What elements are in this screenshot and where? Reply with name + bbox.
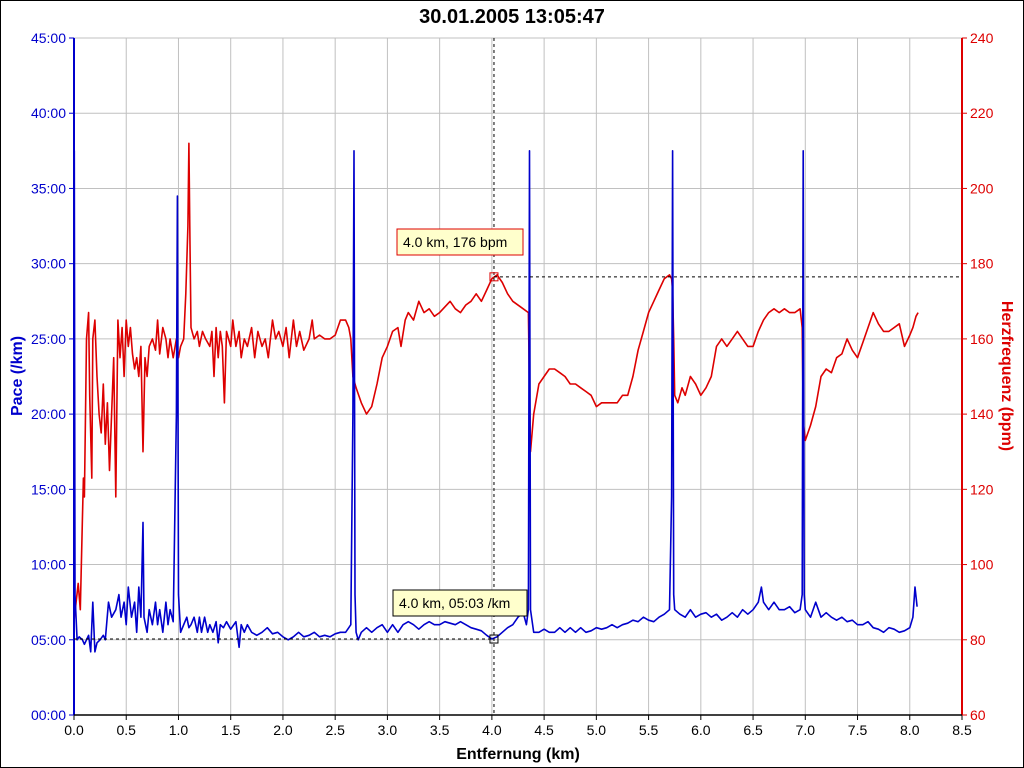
x-tick-label: 2.5: [325, 722, 345, 738]
pace-tick-label: 20:00: [31, 406, 66, 422]
heart-rate-tick-label: 180: [970, 256, 994, 272]
heart-rate-tick-label: 120: [970, 481, 994, 497]
heart-rate-tick-label: 80: [970, 632, 986, 648]
heart-rate-tick-label: 160: [970, 331, 994, 347]
x-tick-label: 0.5: [117, 722, 137, 738]
pace-tick-label: 45:00: [31, 30, 66, 46]
x-tick-label: 7.0: [796, 722, 816, 738]
tooltip-box: [396, 228, 524, 256]
heart-rate-tick-label: 220: [970, 105, 994, 121]
heart-rate-tick-label: 100: [970, 557, 994, 573]
heart_rate-line: [73, 142, 919, 622]
x-tick-label: 5.5: [639, 722, 659, 738]
heart-rate-tooltip: 4.0 km, 176 bpm: [396, 228, 524, 256]
x-tick-label: 3.5: [430, 722, 450, 738]
heart-rate-tick-label: 200: [970, 180, 994, 196]
x-tick-label: 5.0: [587, 722, 607, 738]
pace-tick-label: 00:00: [31, 707, 66, 723]
pace-tick-label: 30:00: [31, 256, 66, 272]
tooltip-box: [392, 589, 528, 617]
x-tick-label: 1.0: [169, 722, 189, 738]
x-tick-label: 4.0: [482, 722, 502, 738]
heart-rate-axis-ticks: 60 80 100 120 140 160 180 200 220 240: [962, 30, 994, 723]
x-tick-label: 7.5: [848, 722, 868, 738]
x-tick-label: 2.0: [273, 722, 293, 738]
x-tick-label: 6.5: [743, 722, 763, 738]
pace-marker: [489, 634, 499, 644]
pace-tick-label: 15:00: [31, 481, 66, 497]
x-tick-label: 6.0: [691, 722, 711, 738]
pace-tick-label: 25:00: [31, 331, 66, 347]
x-axis-ticks: 0.0 0.5 1.0 1.5 2.0 2.5 3.0 3.5 4.0 4.5 5.0 5.5 6.0 6…: [64, 715, 972, 738]
heart-rate-series: [73, 142, 919, 622]
axes: [73, 38, 963, 716]
pace-axis-ticks: 00:00 05:00 10:00 15:00 20:00 25:00 30:00 35:00…: [31, 30, 74, 723]
heart-rate-axis-title: Herzfrequenz (bpm): [998, 301, 1015, 451]
pace-axis-title: Pace (/km): [9, 336, 26, 416]
heart-rate-tick-label: 140: [970, 406, 994, 422]
x-tick-label: 4.5: [534, 722, 554, 738]
pace-tooltip: 4.0 km, 05:03 /km: [392, 589, 528, 617]
pace-line: [73, 150, 918, 716]
pace-tick-label: 40:00: [31, 105, 66, 121]
heart-rate-marker: [489, 272, 499, 282]
pace-tick-label: 10:00: [31, 557, 66, 573]
heart-rate-tick-label: 60: [970, 707, 986, 723]
x-axis-title: Entfernung (km): [456, 746, 580, 763]
chart-title: 30.01.2005 13:05:47: [419, 6, 605, 28]
x-tick-label: 1.5: [221, 722, 241, 738]
x-tick-label: 0.0: [64, 722, 84, 738]
data-tooltips: 4.0 km, 176 bpm 4.0 km, 05:03 /km: [392, 228, 528, 617]
pace-tick-label: 35:00: [31, 180, 66, 196]
pace-tick-label: 05:00: [31, 632, 66, 648]
pace-series: [73, 150, 918, 716]
tooltip-text: 4.0 km, 176 bpm: [403, 234, 507, 250]
x-tick-label: 3.0: [378, 722, 398, 738]
heart-rate-tick-label: 240: [970, 30, 994, 46]
tooltip-text: 4.0 km, 05:03 /km: [399, 595, 510, 611]
x-tick-label: 8.0: [900, 722, 920, 738]
x-tick-label: 8.5: [952, 722, 972, 738]
